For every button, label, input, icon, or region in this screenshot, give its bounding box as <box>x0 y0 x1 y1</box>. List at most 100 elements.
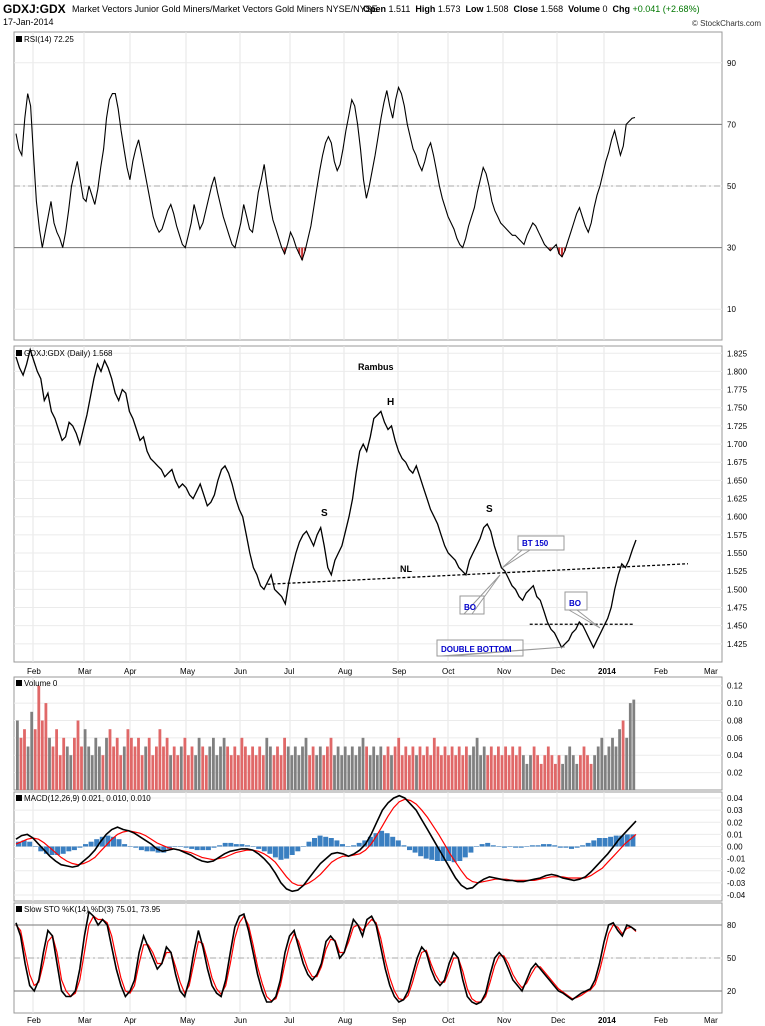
volume-bar <box>539 763 543 790</box>
y-tick-label: 1.450 <box>727 622 748 631</box>
macd-histogram-bar <box>189 846 195 849</box>
volume-bar <box>589 763 593 790</box>
volume-bar <box>98 746 101 790</box>
macd-histogram-bar <box>55 846 61 855</box>
y-tick-label: 0.10 <box>727 699 743 708</box>
y-tick-label: -0.04 <box>727 891 746 900</box>
macd-histogram-bar <box>133 846 139 848</box>
y-tick-label: 70 <box>727 120 736 129</box>
volume-bar <box>51 746 55 790</box>
volume-bar <box>80 746 83 790</box>
volume-bar <box>286 746 290 790</box>
left-shoulder-label: S <box>321 508 328 519</box>
volume-bar <box>311 746 315 790</box>
volume-bar <box>397 737 401 790</box>
volume-bar <box>283 737 286 790</box>
volume-bar <box>115 737 119 790</box>
y-tick-label: 1.800 <box>727 367 748 376</box>
x-axis-label-sto: Apr <box>124 1016 137 1025</box>
volume-bar <box>611 737 614 790</box>
volume-bar <box>119 755 123 790</box>
volume-bar <box>440 755 443 790</box>
volume-bar <box>432 737 436 790</box>
volume-bar <box>26 746 30 790</box>
volume-bar <box>600 737 604 790</box>
volume-bar <box>269 746 272 790</box>
volume-bar <box>304 737 308 790</box>
volume-bar <box>475 737 479 790</box>
volume-bar <box>293 746 297 790</box>
macd-histogram-bar <box>111 836 116 847</box>
macd-histogram-bar <box>122 844 128 847</box>
y-tick-label: 90 <box>727 59 736 68</box>
volume-bar <box>126 729 130 790</box>
volume-bar <box>497 746 500 790</box>
volume-bar <box>493 755 497 790</box>
macd-histogram-bar <box>267 846 273 854</box>
volume-bar <box>23 729 26 790</box>
volume-bar <box>122 746 126 790</box>
volume-bar <box>450 746 454 790</box>
macd-histogram-bar <box>423 846 429 859</box>
close-value: 1.568 <box>540 4 564 14</box>
volume-bar <box>603 755 607 790</box>
volume-bar <box>130 737 133 790</box>
price-title: GDXJ:GDX (Daily) 1.568 <box>24 349 113 358</box>
volume-bar <box>632 699 636 790</box>
y-tick-label: -0.01 <box>727 855 746 864</box>
macd-histogram-bar <box>27 841 33 847</box>
volume-bar <box>194 755 197 790</box>
volume-bar <box>254 755 258 790</box>
volume-bar <box>614 746 618 790</box>
macd-histogram-bar <box>602 838 608 847</box>
volume-bar <box>247 755 251 790</box>
y-tick-label: 1.575 <box>727 531 748 540</box>
volume-bar <box>461 755 465 790</box>
y-tick-label: 1.700 <box>727 440 748 449</box>
macd-histogram-bar <box>401 845 407 847</box>
macd-histogram-bar <box>88 841 94 847</box>
volume-bar <box>482 746 486 790</box>
volume-bar <box>447 755 450 790</box>
volume-bar <box>261 755 265 790</box>
volume-bar <box>543 755 547 790</box>
volume-bar <box>158 729 162 790</box>
volume-bar <box>536 755 539 790</box>
macd-histogram-bar <box>256 846 262 849</box>
low-label: Low <box>465 4 484 14</box>
y-tick-label: 1.775 <box>727 386 748 395</box>
macd-histogram-bar <box>172 846 178 847</box>
macd-histogram-bar <box>356 842 362 847</box>
macd-histogram-bar <box>205 846 211 851</box>
volume-bar <box>187 755 190 790</box>
double-bottom-annotation: DOUBLE BOTTOM <box>441 645 512 654</box>
volume-bar <box>404 746 408 790</box>
volume-bar <box>301 746 304 790</box>
volume-bar <box>176 755 180 790</box>
macd-histogram-bar <box>278 846 284 860</box>
volume-bar <box>326 746 329 790</box>
volume-bar <box>568 746 572 790</box>
macd-histogram-bar <box>569 846 574 849</box>
volume-bar <box>532 746 536 790</box>
volume-bar <box>201 746 205 790</box>
price-line <box>15 347 637 649</box>
open-value: 1.511 <box>388 4 411 14</box>
macd-histogram-bar <box>490 845 496 847</box>
y-tick-label: 0.00 <box>727 843 743 852</box>
volume-bar <box>62 737 66 790</box>
macd-histogram-bar <box>211 846 217 848</box>
macd-histogram-bar <box>239 844 245 847</box>
volume-bar <box>418 746 422 790</box>
volume-bar <box>290 755 294 790</box>
macd-histogram-bar <box>412 846 418 853</box>
x-axis-label-price: Mar <box>78 667 92 676</box>
macd-histogram-bar <box>457 846 463 861</box>
x-axis-label-sto: Jun <box>234 1016 247 1025</box>
x-axis-label-sto: Feb <box>27 1016 41 1025</box>
y-tick-label: 1.825 <box>727 349 748 358</box>
volume-bar <box>350 746 354 790</box>
volume-bar <box>37 685 41 790</box>
volume-bar <box>183 737 187 790</box>
